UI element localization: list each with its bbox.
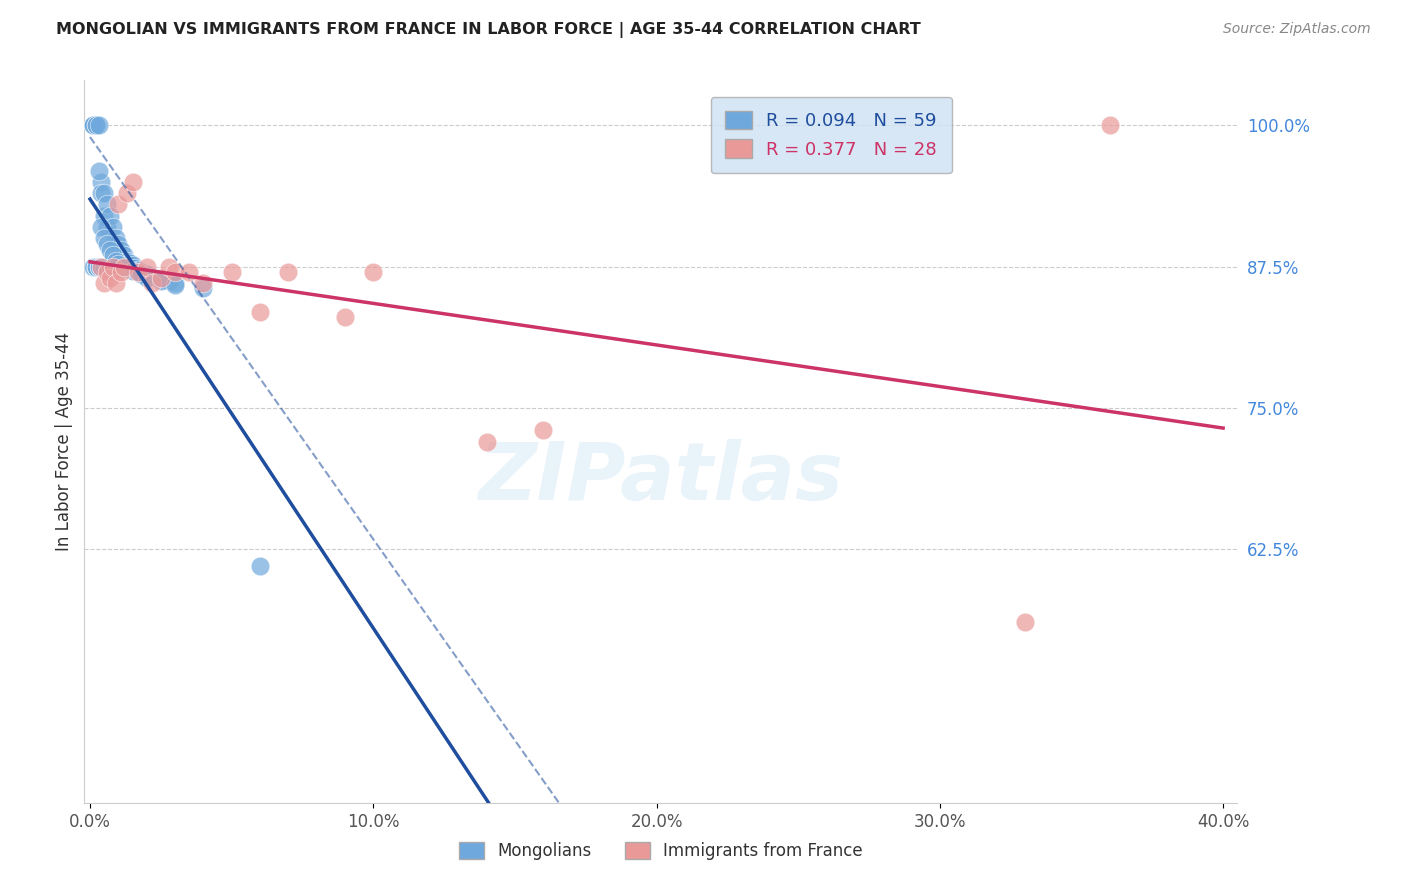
Point [96, 220, 118, 235]
Point [96, 237, 118, 252]
Point [82, 119, 104, 133]
Point [98, 243, 121, 257]
Point [531, 423, 554, 437]
Point [93, 260, 115, 274]
Point [121, 259, 143, 273]
Point [135, 268, 157, 282]
Point [87, 260, 110, 274]
Point [118, 256, 141, 270]
Point [112, 248, 135, 262]
Point [98, 260, 121, 274]
Point [110, 243, 132, 257]
Point [84, 260, 107, 274]
Point [84, 119, 107, 133]
Point [107, 237, 129, 252]
Point [127, 263, 149, 277]
Point [101, 248, 124, 262]
Point [157, 260, 180, 274]
Point [277, 265, 299, 279]
Point [163, 277, 186, 292]
Point [179, 265, 201, 279]
Point [101, 260, 124, 274]
Point [249, 304, 271, 318]
Point [87, 163, 110, 178]
Point [104, 260, 127, 274]
Point [333, 310, 356, 325]
Point [93, 209, 115, 223]
Point [129, 268, 152, 282]
Point [98, 270, 121, 285]
Point [84, 260, 107, 274]
Text: ZIPatlas: ZIPatlas [478, 439, 844, 516]
Point [121, 264, 143, 278]
Point [90, 175, 112, 189]
Point [101, 260, 124, 274]
Point [96, 197, 118, 211]
Point [104, 231, 127, 245]
Point [112, 260, 135, 274]
Point [141, 277, 163, 291]
Point [124, 260, 146, 275]
Point [157, 274, 180, 288]
Point [98, 209, 121, 223]
Point [193, 277, 215, 291]
Point [221, 265, 243, 279]
Point [149, 274, 172, 288]
Point [193, 281, 215, 295]
Point [1098, 119, 1121, 133]
Point [93, 277, 115, 291]
Point [135, 270, 157, 285]
Point [475, 434, 498, 449]
Point [149, 272, 172, 286]
Point [82, 260, 104, 274]
Point [87, 119, 110, 133]
Point [82, 119, 104, 133]
Point [87, 260, 110, 274]
Point [90, 260, 112, 274]
Point [87, 260, 110, 274]
Point [93, 231, 115, 245]
Point [96, 265, 118, 279]
Point [107, 260, 129, 274]
Point [363, 265, 385, 279]
Point [84, 119, 107, 133]
Point [82, 119, 104, 133]
Point [129, 265, 152, 279]
Point [104, 277, 127, 291]
Point [112, 260, 135, 275]
Point [104, 253, 127, 268]
Y-axis label: In Labor Force | Age 35-44: In Labor Force | Age 35-44 [55, 332, 73, 551]
Point [127, 265, 149, 279]
Point [163, 277, 186, 291]
Point [141, 269, 163, 284]
Legend: Mongolians, Immigrants from France: Mongolians, Immigrants from France [453, 835, 869, 867]
Point [163, 265, 186, 279]
Point [249, 558, 271, 573]
Text: MONGOLIAN VS IMMIGRANTS FROM FRANCE IN LABOR FORCE | AGE 35-44 CORRELATION CHART: MONGOLIAN VS IMMIGRANTS FROM FRANCE IN L… [56, 22, 921, 38]
Point [84, 260, 107, 274]
Point [1014, 615, 1036, 629]
Point [107, 257, 129, 271]
Point [149, 270, 172, 285]
Point [101, 220, 124, 235]
Point [107, 197, 129, 211]
Point [121, 175, 143, 189]
Point [90, 186, 112, 201]
Point [115, 253, 138, 268]
Point [90, 220, 112, 235]
Text: Source: ZipAtlas.com: Source: ZipAtlas.com [1223, 22, 1371, 37]
Point [93, 186, 115, 201]
Point [135, 260, 157, 274]
Point [115, 186, 138, 201]
Point [96, 260, 118, 274]
Point [110, 265, 132, 279]
Point [90, 260, 112, 274]
